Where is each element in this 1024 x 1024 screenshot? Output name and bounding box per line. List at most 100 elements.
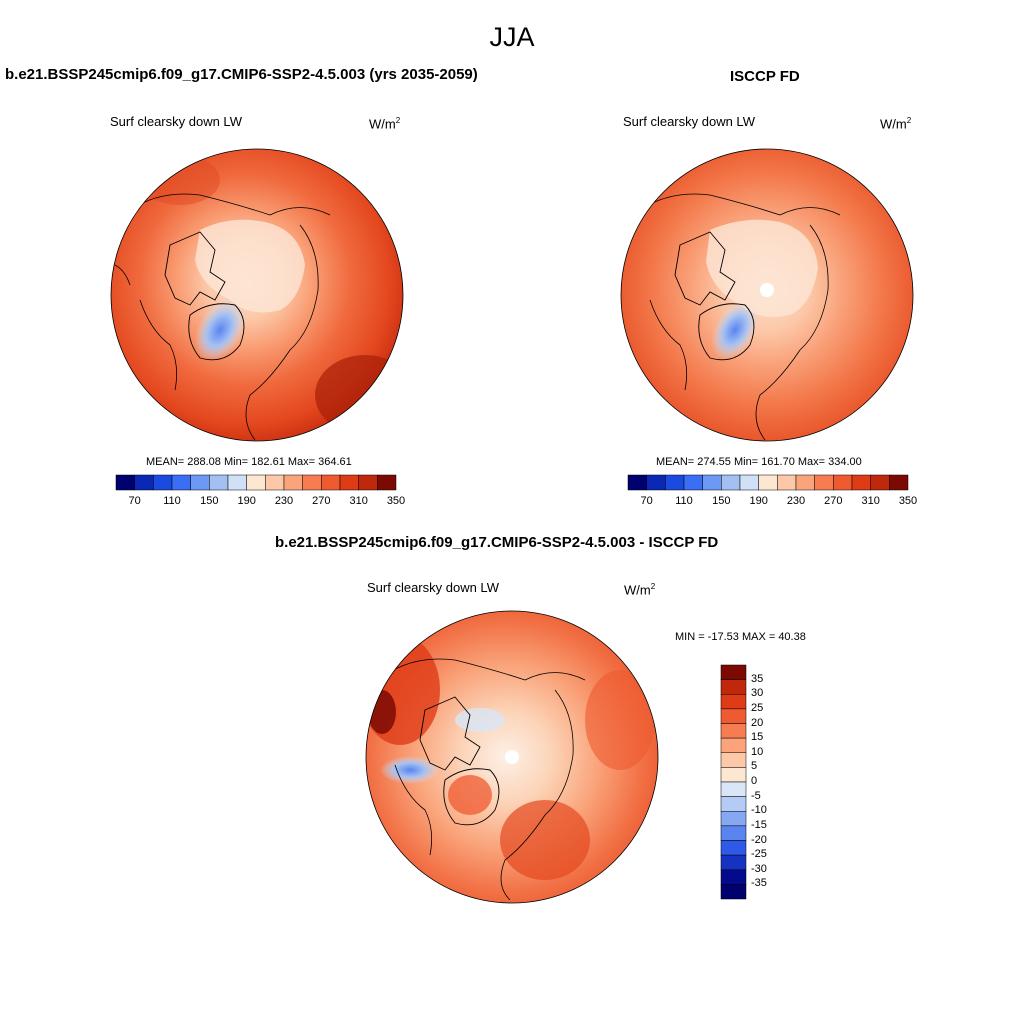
diff-colorbar-cell: [720, 664, 747, 680]
obs-colorbar-tick-label: 350: [898, 495, 918, 507]
model-colorbar-cell: [302, 474, 322, 491]
obs-colorbar-cell: [814, 474, 834, 491]
diff-colorbar-cell: [720, 869, 747, 885]
obs-polar-map: [621, 149, 913, 441]
diff-panel-title: b.e21.BSSP245cmip6.f09_g17.CMIP6-SSP2-4.…: [275, 534, 719, 551]
diff-colorbar-tick-label: 15: [751, 731, 764, 744]
diff-colorbar-tick-label: 25: [751, 701, 764, 714]
diff-stats-text: MIN = -17.53 MAX = 40.38: [675, 631, 806, 643]
diff-colorbar-tick-label: -15: [751, 818, 767, 831]
diff-colorbar-cell: [720, 767, 747, 783]
obs-panel-title: ISCCP FD: [730, 68, 800, 85]
diff-colorbar-cell: [720, 737, 747, 753]
model-colorbar-cell: [190, 474, 210, 491]
model-colorbar-cell: [246, 474, 266, 491]
obs-stats-text: MEAN= 274.55 Min= 161.70 Max= 334.00: [656, 456, 862, 468]
model-colorbar-tick-label: 190: [237, 495, 256, 507]
diff-colorbar-cell: [720, 884, 747, 900]
model-colorbar-tick-label: 270: [312, 495, 331, 507]
model-colorbar-cell: [153, 474, 173, 491]
model-colorbar-tick-label: 110: [163, 495, 181, 507]
obs-colorbar-cell: [777, 474, 797, 491]
diff-colorbar: [720, 664, 747, 900]
obs-colorbar-cell: [833, 474, 853, 491]
obs-colorbar-cell: [721, 474, 741, 491]
obs-colorbar-tick-label: 70: [640, 495, 653, 507]
diff-colorbar-cell: [720, 796, 747, 812]
model-colorbar-tick-label: 70: [128, 495, 141, 507]
obs-colorbar-cell: [889, 474, 909, 491]
obs-colorbar-cell: [665, 474, 685, 491]
obs-colorbar-cell: [683, 474, 703, 491]
diff-colorbar-cell: [720, 708, 747, 724]
diff-colorbar-cell: [720, 679, 747, 695]
obs-colorbar-cell: [627, 474, 647, 491]
model-colorbar-cell: [377, 474, 397, 491]
diff-polar-map: [366, 611, 658, 903]
diff-map-border: [365, 610, 659, 904]
diff-colorbar-tick-label: -25: [751, 848, 767, 861]
figure-title: JJA: [489, 22, 535, 52]
model-units-label: W/m2: [369, 116, 401, 132]
diff-colorbar-tick-label: 20: [751, 716, 764, 729]
obs-colorbar-cell: [795, 474, 815, 491]
model-colorbar-cell: [321, 474, 341, 491]
diff-colorbar-cell: [720, 781, 747, 797]
model-colorbar-tick-label: 150: [200, 495, 219, 507]
model-colorbar: [115, 474, 397, 491]
model-colorbar-cell: [283, 474, 303, 491]
diff-units-label: W/m2: [624, 582, 656, 598]
model-colorbar-cell: [115, 474, 135, 491]
obs-map-border: [620, 148, 914, 442]
model-colorbar-cell: [265, 474, 285, 491]
obs-variable-label: Surf clearsky down LW: [623, 114, 755, 129]
diff-colorbar-tick-label: 10: [751, 745, 764, 758]
obs-colorbar-cell: [870, 474, 890, 491]
diff-colorbar-tick-label: 5: [751, 760, 758, 773]
diff-colorbar-cell: [720, 694, 747, 710]
model-colorbar-cell: [358, 474, 378, 491]
model-colorbar-cell: [227, 474, 247, 491]
diff-colorbar-tick-label: -30: [751, 862, 767, 875]
model-map-border: [110, 148, 404, 442]
model-polar-map: [111, 149, 403, 441]
obs-colorbar: [627, 474, 909, 491]
diff-colorbar-tick-label: 0: [751, 775, 758, 787]
model-panel-title: b.e21.BSSP245cmip6.f09_g17.CMIP6-SSP2-4.…: [5, 66, 478, 83]
obs-colorbar-cell: [739, 474, 759, 491]
diff-colorbar-tick-label: -20: [751, 833, 767, 846]
model-variable-label: Surf clearsky down LW: [110, 114, 242, 129]
obs-colorbar-cell: [758, 474, 778, 491]
model-colorbar-cell: [134, 474, 154, 491]
diff-colorbar-cell: [720, 825, 747, 841]
model-colorbar-tick-label: 230: [274, 495, 294, 507]
model-colorbar-cell: [209, 474, 229, 491]
diff-variable-label: Surf clearsky down LW: [367, 580, 499, 595]
model-colorbar-cell: [339, 474, 359, 491]
model-colorbar-cell: [171, 474, 191, 491]
diff-colorbar-cell: [720, 752, 747, 768]
obs-colorbar-tick-label: 150: [712, 495, 731, 507]
diff-colorbar-cell: [720, 854, 747, 870]
model-colorbar-tick-label: 350: [386, 495, 406, 507]
model-stats-text: MEAN= 288.08 Min= 182.61 Max= 364.61: [146, 456, 352, 468]
diff-colorbar-tick-label: -5: [751, 789, 761, 802]
diff-colorbar-cell: [720, 723, 747, 739]
obs-colorbar-tick-label: 310: [861, 495, 880, 507]
obs-colorbar-tick-label: 270: [824, 495, 843, 507]
model-colorbar-tick-label: 310: [349, 495, 368, 507]
obs-colorbar-cell: [646, 474, 666, 491]
obs-units-label: W/m2: [880, 116, 912, 132]
obs-colorbar-cell: [851, 474, 871, 491]
diff-colorbar-tick-label: -35: [751, 877, 767, 890]
obs-colorbar-tick-label: 110: [675, 495, 693, 507]
diff-colorbar-tick-label: -10: [751, 804, 767, 817]
diff-colorbar-cell: [720, 840, 747, 856]
diff-colorbar-tick-label: 30: [751, 687, 764, 700]
diff-colorbar-tick-label: 35: [751, 672, 764, 685]
obs-colorbar-tick-label: 190: [749, 495, 768, 507]
diff-colorbar-cell: [720, 811, 747, 827]
obs-colorbar-tick-label: 230: [786, 495, 806, 507]
obs-colorbar-cell: [702, 474, 722, 491]
